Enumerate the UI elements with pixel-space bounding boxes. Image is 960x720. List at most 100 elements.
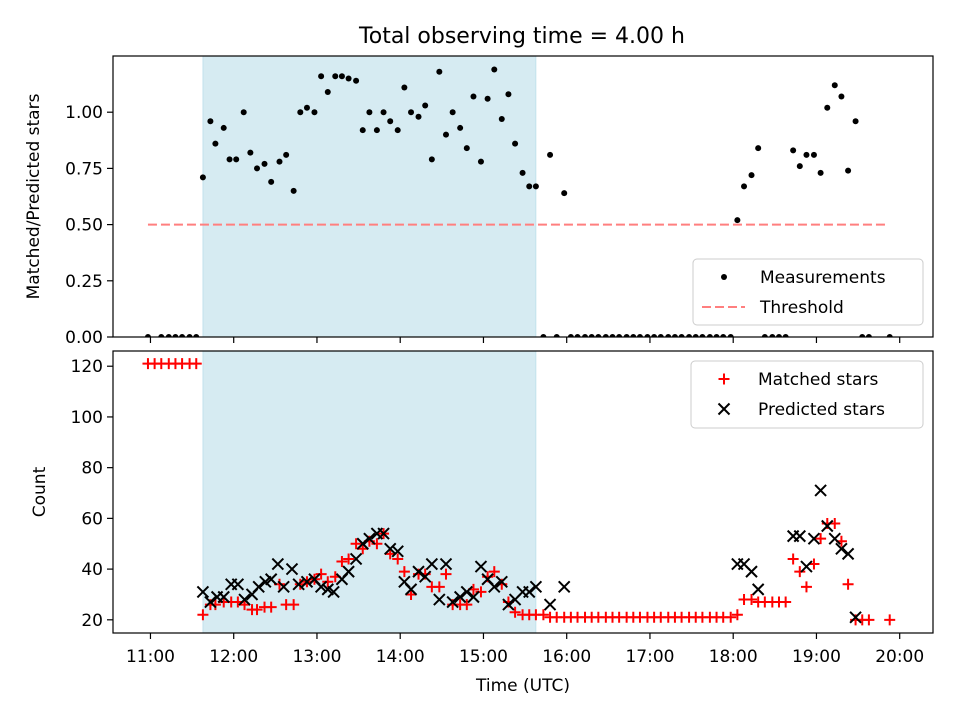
predicted-star-point: [377, 527, 390, 540]
predicted-star-point: [277, 580, 290, 594]
measurement-point: [193, 334, 200, 337]
predicted-star-point: [828, 532, 841, 545]
x-tick-label: 17:00: [625, 647, 674, 667]
y-tick-label: 0.25: [65, 272, 103, 292]
measurement-point: [394, 127, 401, 134]
measurement-point: [276, 158, 283, 165]
predicted-star-point: [849, 611, 862, 624]
measurement-point: [769, 334, 776, 337]
series-predicted-stars: [196, 484, 862, 624]
predicted-star-point: [495, 575, 508, 588]
measurement-point: [720, 334, 727, 337]
measurement-point: [588, 334, 595, 337]
matched-star-point: [392, 553, 404, 565]
plot-area: [144, 66, 893, 337]
measurement-point: [261, 160, 268, 167]
predicted-star-point: [327, 585, 340, 599]
y-tick-label: 100: [71, 408, 103, 428]
predicted-star-point: [418, 570, 432, 583]
measurement-point: [283, 151, 290, 158]
y-axis-label: Count: [30, 466, 50, 517]
measurement-point: [332, 73, 339, 80]
matched-star-point: [440, 568, 452, 580]
measurement-point: [595, 334, 602, 337]
measurement-point: [470, 93, 477, 100]
observing-window-shade: [202, 350, 537, 634]
measurement-point: [226, 156, 233, 163]
measurement-point: [845, 167, 852, 174]
measurement-point: [582, 334, 589, 337]
measurement-point: [207, 118, 214, 125]
measurement-point: [574, 334, 581, 337]
x-tick-label: 16:00: [542, 647, 591, 667]
measurement-point: [886, 334, 893, 337]
observing-window-shade: [202, 55, 537, 338]
measurement-point: [247, 149, 254, 156]
legend-measurement-marker: [721, 274, 727, 280]
measurement-point: [179, 334, 186, 337]
measurement-point: [233, 156, 240, 163]
predicted-star-point: [558, 580, 571, 594]
measurement-point: [609, 334, 616, 337]
measurement-point: [553, 334, 560, 337]
x-tick-label: 13:00: [292, 647, 341, 667]
measurement-point: [422, 102, 429, 109]
y-tick-label: 1.00: [65, 103, 103, 123]
chart-title: Total observing time = 4.00 h: [358, 24, 685, 49]
measurement-point: [526, 183, 533, 190]
measurement-point: [616, 334, 623, 337]
measurement-point: [775, 334, 782, 337]
measurement-point: [547, 151, 554, 158]
y-tick-label: 120: [71, 357, 103, 377]
predicted-star-point: [252, 580, 265, 594]
legend: Measurements Threshold: [692, 258, 924, 326]
legend-box: [692, 258, 924, 326]
y-tick-label: 60: [81, 509, 103, 529]
matched-star-point: [288, 599, 300, 611]
predicted-star-point: [300, 575, 314, 588]
measurement-point: [505, 91, 512, 98]
predicted-star-point: [814, 484, 827, 497]
legend-label-threshold: Threshold: [759, 298, 844, 318]
predicted-star-point: [238, 593, 251, 606]
measurement-point: [380, 109, 387, 116]
y-tick-label: 0.75: [65, 159, 103, 179]
legend-label-matched: Matched stars: [758, 370, 878, 390]
predicted-star-point: [793, 529, 807, 543]
measurement-point: [644, 334, 651, 337]
measurement-point: [561, 190, 568, 197]
measurement-point: [852, 118, 859, 125]
matched-star-point: [190, 358, 202, 370]
predicted-star-point: [384, 542, 397, 556]
y-tick-label: 20: [81, 611, 103, 631]
matched-star-point: [488, 566, 500, 578]
predicted-star-point: [412, 565, 425, 578]
measurement-point: [782, 334, 789, 337]
predicted-star-point: [523, 585, 536, 599]
matched-star-point: [537, 609, 549, 621]
matched-star-point: [322, 576, 334, 588]
measurement-point: [199, 174, 206, 181]
x-axis-label: Time (UTC): [475, 676, 570, 696]
predicted-star-point: [349, 552, 363, 566]
predicted-star-point: [363, 532, 376, 545]
measurement-point: [387, 118, 394, 125]
measurement-point: [359, 127, 366, 134]
measurement-point: [810, 151, 817, 158]
measurement-point: [755, 145, 762, 152]
predicted-star-point: [841, 547, 855, 561]
y-axis-label: Matched/Predicted stars: [24, 93, 44, 299]
measurement-point: [532, 183, 539, 190]
measurement-point: [567, 334, 574, 337]
plot-area: [142, 358, 896, 626]
predicted-star-point: [751, 583, 765, 596]
matched-star-point: [815, 533, 827, 545]
matched-star-point: [350, 538, 362, 550]
matched-star-point: [433, 581, 445, 593]
predicted-star-point: [285, 562, 299, 576]
legend-box: [690, 360, 924, 429]
matched-star-point: [251, 604, 263, 616]
predicted-star-point: [488, 580, 501, 594]
matched-star-point: [265, 601, 277, 613]
